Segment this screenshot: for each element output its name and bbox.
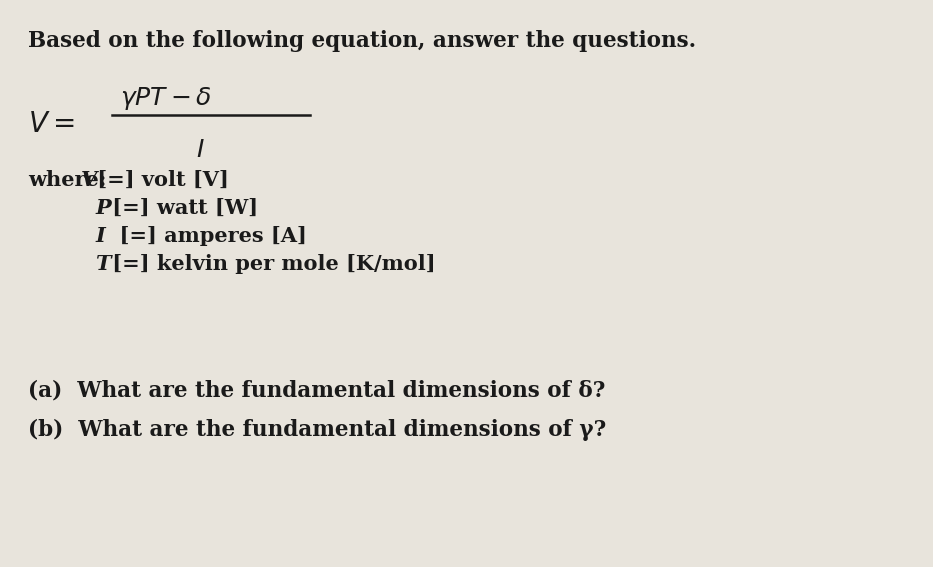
- Text: T: T: [95, 254, 111, 274]
- Text: (a)  What are the fundamental dimensions of δ?: (a) What are the fundamental dimensions …: [28, 379, 606, 401]
- Text: V: V: [80, 170, 97, 190]
- Text: Based on the following equation, answer the questions.: Based on the following equation, answer …: [28, 30, 696, 52]
- Text: [=] watt [W]: [=] watt [W]: [105, 198, 258, 218]
- Text: P: P: [95, 198, 111, 218]
- Text: I: I: [95, 226, 105, 246]
- Text: $V =$: $V =$: [28, 112, 75, 138]
- Text: [=] kelvin per mole [K/mol]: [=] kelvin per mole [K/mol]: [105, 254, 436, 274]
- Text: [=] amperes [A]: [=] amperes [A]: [105, 226, 307, 246]
- Text: (b)  What are the fundamental dimensions of γ?: (b) What are the fundamental dimensions …: [28, 419, 606, 441]
- Text: $\gamma PT - \delta$: $\gamma PT - \delta$: [120, 84, 212, 112]
- Text: $I$: $I$: [196, 138, 204, 162]
- Text: [=] volt [V]: [=] volt [V]: [90, 170, 229, 190]
- Text: where:: where:: [28, 170, 114, 190]
